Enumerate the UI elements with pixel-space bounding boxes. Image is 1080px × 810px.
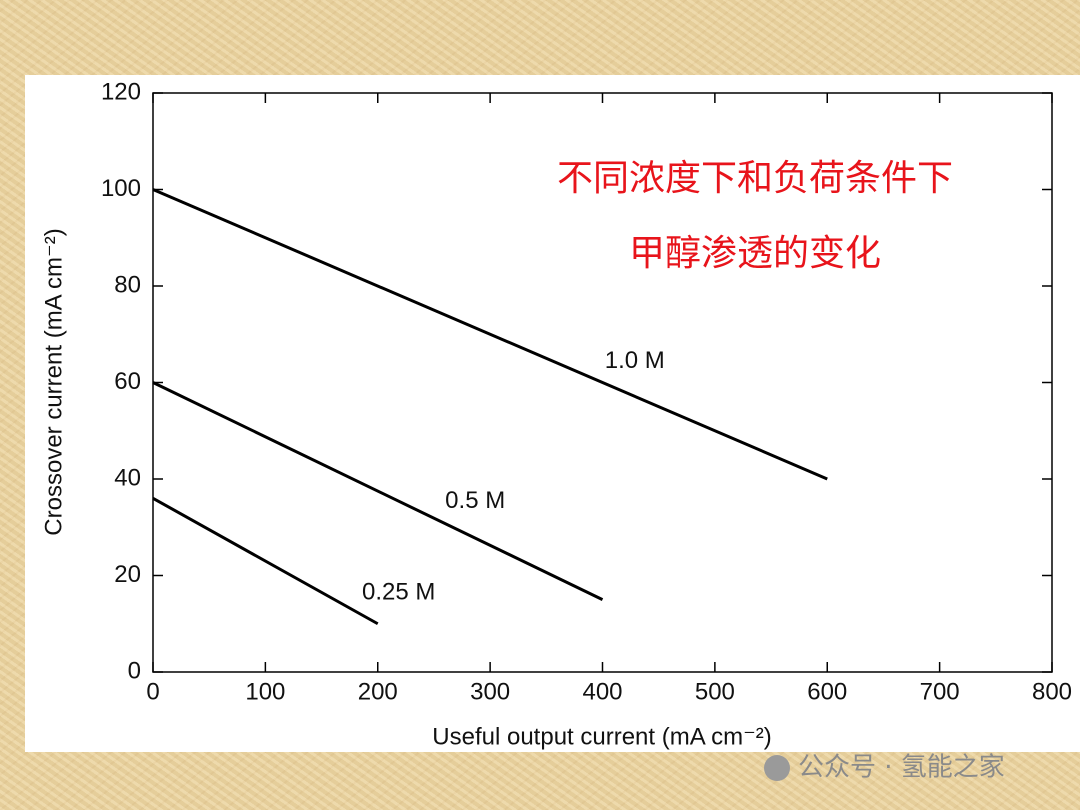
y-axis-label: Crossover current (mA cm⁻²) [40, 228, 67, 535]
x-tick-label: 600 [807, 678, 847, 705]
y-tick-label: 20 [114, 561, 141, 588]
x-tick-label: 700 [920, 678, 960, 705]
series-label: 1.0 M [605, 347, 665, 374]
x-tick-label: 100 [245, 678, 285, 705]
series-label: 0.5 M [445, 487, 505, 514]
series-line [152, 496, 379, 626]
x-tick-label: 300 [470, 678, 510, 705]
series-label: 0.25 M [362, 578, 435, 605]
x-tick-label: 0 [146, 678, 159, 705]
x-tick-label: 800 [1032, 678, 1072, 705]
y-tick-label: 80 [114, 271, 141, 298]
y-tick-label: 0 [128, 657, 141, 684]
panel [25, 75, 1080, 752]
x-tick-label: 200 [358, 678, 398, 705]
watermark-icon [764, 755, 790, 781]
watermark: 公众号 · 氢能之家 [798, 753, 1005, 783]
y-tick-label: 40 [114, 464, 141, 491]
x-tick-label: 500 [695, 678, 735, 705]
y-tick-label: 120 [101, 78, 141, 105]
annotation: 不同浓度下和负荷条件下 [557, 158, 953, 199]
y-tick-label: 60 [114, 368, 141, 395]
annotation: 甲醇渗透的变化 [629, 233, 881, 274]
x-tick-label: 400 [582, 678, 622, 705]
series-line [152, 188, 828, 481]
x-axis-label: Useful output current (mA cm⁻²) [432, 723, 771, 750]
series-line [152, 381, 604, 601]
y-tick-label: 100 [101, 175, 141, 202]
